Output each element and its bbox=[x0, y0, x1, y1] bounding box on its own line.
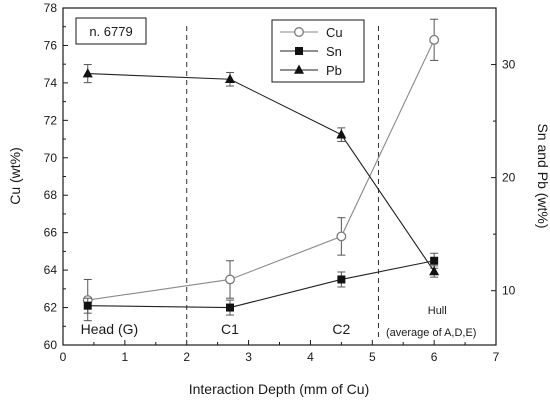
pb-point bbox=[429, 265, 440, 276]
right-tick-label: 10 bbox=[502, 284, 516, 298]
legend-label: Pb bbox=[326, 63, 342, 78]
x-tick-label: 4 bbox=[307, 350, 314, 364]
legend-label: Sn bbox=[326, 44, 342, 59]
left-tick-label: 76 bbox=[44, 38, 58, 52]
legend-label: Cu bbox=[326, 25, 343, 40]
region-labels: Head (G) C1 C2 Hull (average of A,D,E) bbox=[81, 305, 477, 339]
left-tick-label: 68 bbox=[44, 188, 58, 202]
series-line-cu bbox=[87, 39, 435, 301]
series-layer bbox=[82, 18, 440, 322]
series-line-pb bbox=[87, 73, 435, 272]
cu-point bbox=[225, 274, 235, 285]
x-tick-label: 0 bbox=[60, 350, 67, 364]
left-tick-label: 60 bbox=[44, 338, 58, 352]
pb-point bbox=[294, 64, 304, 74]
sn-point bbox=[337, 275, 346, 284]
x-tick-label: 6 bbox=[431, 350, 438, 364]
sn-point bbox=[295, 47, 303, 55]
x-axis-ticks: 0 1 2 3 4 5 6 7 bbox=[60, 340, 500, 364]
sn-point bbox=[430, 256, 439, 265]
pb-point bbox=[225, 73, 236, 84]
region-note: (average of A,D,E) bbox=[386, 327, 477, 339]
x-tick-label: 3 bbox=[245, 350, 252, 364]
left-tick-label: 72 bbox=[44, 113, 58, 127]
left-tick-label: 64 bbox=[44, 263, 58, 277]
cu-point bbox=[294, 27, 304, 37]
left-axis-ticks: 60 62 64 66 68 70 72 74 76 78 bbox=[44, 1, 68, 352]
left-tick-label: 70 bbox=[44, 151, 58, 165]
region-label: C1 bbox=[221, 321, 239, 337]
sample-label-box: n. 6779 bbox=[75, 17, 147, 45]
right-tick-label: 20 bbox=[502, 171, 516, 185]
region-label: Hull bbox=[428, 305, 447, 317]
x-tick-label: 2 bbox=[183, 350, 190, 364]
right-axis-title: Sn and Pb (wt%) bbox=[535, 123, 550, 228]
sn-point bbox=[83, 301, 92, 310]
x-tick-label: 1 bbox=[122, 350, 129, 364]
legend: Cu Sn Pb bbox=[271, 19, 365, 83]
cu-point bbox=[336, 231, 347, 242]
right-axis-ticks: 10 20 30 bbox=[491, 58, 516, 298]
region-label: C2 bbox=[332, 321, 350, 337]
pb-point bbox=[82, 68, 93, 78]
sample-label: n. 6779 bbox=[89, 24, 132, 39]
left-tick-label: 74 bbox=[44, 76, 58, 90]
cu-point bbox=[429, 34, 440, 45]
pb-point bbox=[336, 129, 347, 139]
region-label: Head (G) bbox=[81, 321, 139, 337]
left-axis-title: Cu (wt%) bbox=[7, 147, 23, 205]
x-tick-label: 5 bbox=[369, 350, 376, 364]
left-tick-label: 66 bbox=[44, 226, 58, 240]
x-tick-label: 7 bbox=[493, 350, 500, 364]
left-tick-label: 78 bbox=[44, 1, 58, 15]
left-tick-label: 62 bbox=[44, 301, 58, 315]
right-tick-label: 30 bbox=[502, 58, 516, 72]
series-line-sn bbox=[87, 260, 435, 309]
divider-lines bbox=[186, 26, 379, 341]
sn-point bbox=[226, 303, 235, 312]
x-axis-title: Interaction Depth (mm of Cu) bbox=[189, 381, 370, 397]
